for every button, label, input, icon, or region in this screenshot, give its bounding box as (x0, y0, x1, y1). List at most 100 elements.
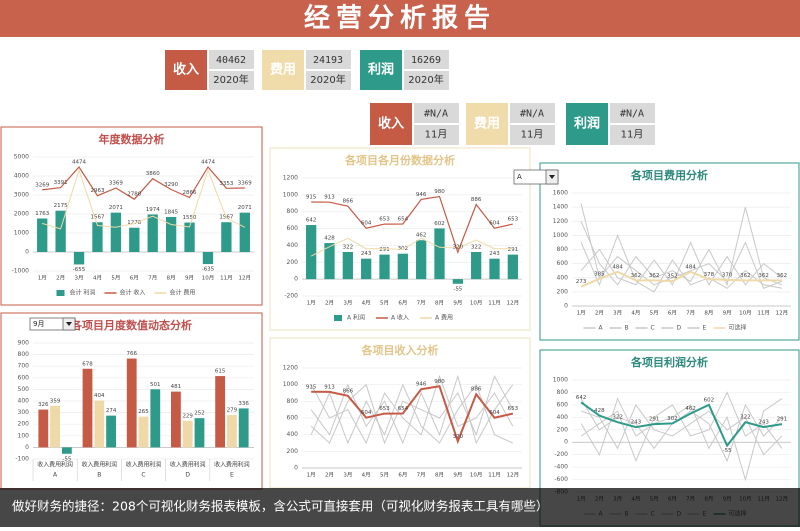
y-tick-label: 700 (18, 363, 30, 370)
kpi-value-cell (209, 50, 254, 69)
x-tick-label: 6月 (398, 472, 407, 479)
x-tick-label: 9月 (453, 472, 462, 479)
kpi-period-cell (510, 125, 555, 145)
bar (61, 447, 72, 454)
value-label: 766 (126, 351, 137, 357)
banner (0, 488, 800, 527)
value-label: 378 (704, 272, 715, 278)
y-tick-label: 200 (18, 421, 30, 428)
x-tick-label: 8月 (167, 275, 176, 282)
chart-title: 各项目利润分析 (630, 355, 708, 369)
kpi-period: 11月 (425, 129, 448, 141)
series-sublabel: 收入 (126, 461, 138, 469)
bar (38, 409, 49, 448)
bar (126, 358, 137, 448)
bar (138, 416, 149, 448)
value-label: 886 (471, 197, 482, 203)
value-label: 462 (685, 406, 696, 412)
bar (471, 252, 482, 280)
content: 收入404622020年费用241932020年利润162692020年收入#N… (0, 50, 800, 527)
y-tick-label: 300 (18, 409, 30, 416)
title-bar (0, 0, 800, 37)
value-label: 484 (685, 264, 696, 270)
y-tick-label: 800 (287, 398, 299, 405)
value-label: 946 (416, 382, 427, 388)
series-line (580, 203, 783, 289)
bar (452, 279, 463, 284)
y-tick-label: -1000 (12, 268, 30, 275)
value-label: 428 (324, 236, 335, 242)
x-tick-label: 3月 (343, 300, 352, 307)
value-label: 291 (777, 417, 788, 423)
legend-label: C (651, 325, 655, 332)
series-line (311, 385, 514, 445)
x-tick-label: 10月 (739, 310, 752, 317)
bar (73, 252, 85, 265)
series-sublabel: 利润 (61, 461, 73, 469)
value-label: 501 (150, 382, 161, 388)
y-tick-label: -600 (554, 476, 568, 483)
legend-label: E (703, 325, 707, 332)
y-tick-label: 1000 (283, 381, 298, 388)
series-sublabel: 利润 (149, 461, 161, 469)
value-label: 653 (508, 217, 519, 223)
y-tick-label: 600 (18, 374, 30, 381)
series-line (310, 374, 514, 445)
bar (434, 228, 445, 280)
legend-label: B (625, 325, 629, 332)
value-label: 428 (594, 408, 605, 414)
kpi-label-box (165, 50, 207, 90)
value-label: 362 (649, 273, 660, 279)
bar (194, 418, 205, 448)
value-label: 273 (576, 279, 587, 285)
series-line (42, 165, 245, 200)
value-label: -635 (202, 267, 215, 273)
x-tick-label: A (53, 472, 58, 479)
value-label: 980 (434, 379, 445, 385)
bar (306, 225, 317, 280)
value-label: 352 (667, 274, 678, 280)
value-label: 2175 (54, 203, 68, 209)
x-tick-label: 7月 (417, 300, 426, 307)
series-sublabel: 收入 (82, 461, 94, 469)
value-label: 243 (361, 251, 372, 257)
series-sublabel: 收入 (37, 461, 49, 469)
y-tick-label: 2000 (14, 211, 29, 218)
bar (92, 222, 103, 252)
value-label: -655 (73, 267, 86, 273)
series-line (580, 401, 783, 448)
value-label: 229 (182, 413, 193, 419)
y-tick-label: 0 (294, 276, 298, 283)
kpi-label-box (360, 50, 402, 90)
value-label: 1974 (146, 207, 160, 213)
y-tick-label: 600 (287, 415, 299, 422)
series-sublabel: 收入 (214, 461, 226, 469)
kpi-period-cell (306, 71, 351, 90)
series-line (580, 391, 783, 463)
legend-label: 可选择 (729, 324, 747, 332)
legend-label: A 收入 (391, 314, 409, 322)
value-label: 1550 (183, 215, 197, 221)
kpi-label: 收入 (173, 62, 199, 78)
series-sublabel: 利润 (105, 461, 117, 469)
kpi-period-cell (404, 71, 449, 90)
y-tick-label: 600 (287, 225, 299, 232)
value-label: 915 (306, 384, 317, 390)
value-label: 484 (612, 264, 623, 270)
kpi-value-cell (404, 50, 449, 69)
dropdown-arrow (66, 322, 72, 326)
x-tick-label: 6月 (668, 310, 677, 317)
value-label: 3369 (109, 180, 123, 186)
value-label: 265 (138, 409, 149, 415)
banner-text[interactable]: 做好财务的捷径：208个可视化财务报表模板，含公式可直接套用（可视化财务报表工具… (12, 499, 548, 514)
y-tick-label: -200 (284, 293, 298, 300)
chart-title: 各项目收入分析 (361, 343, 439, 357)
series-line (310, 375, 514, 445)
kpi-period: 2020年 (408, 73, 443, 86)
kpi-value: 16269 (411, 55, 441, 66)
value-label: 252 (194, 411, 205, 417)
value-label: 291 (508, 247, 519, 253)
bar (379, 254, 390, 280)
kpi-label: 费用 (474, 116, 500, 132)
